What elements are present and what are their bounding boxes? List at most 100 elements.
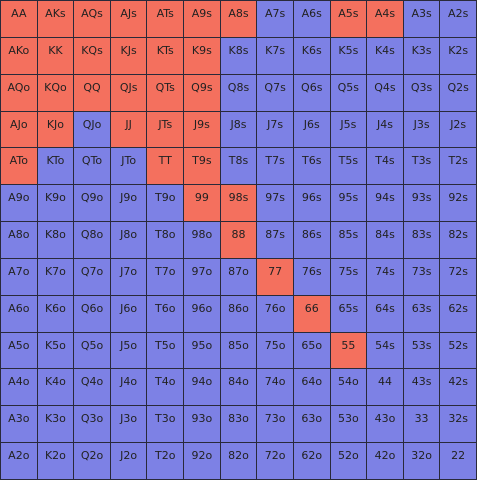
hand-cell: K6s xyxy=(293,37,331,75)
hand-cell: ATs xyxy=(147,1,185,38)
hand-cell: Q5o xyxy=(74,332,111,370)
hand-cell: Q9s xyxy=(184,74,221,112)
hand-cell: 76o xyxy=(257,295,294,333)
hand-cell: A2s xyxy=(440,1,477,38)
hand-cell: K4o xyxy=(37,369,75,407)
hand-cell: A5s xyxy=(330,1,368,38)
hand-cell: 54s xyxy=(367,332,404,370)
hand-cell: AJo xyxy=(1,111,38,149)
hand-cell: Q6s xyxy=(293,74,331,112)
hand-cell: K5o xyxy=(37,332,75,370)
hand-cell: 92s xyxy=(440,185,477,223)
hand-cell: Q3s xyxy=(403,74,441,112)
hand-cell: Q7o xyxy=(74,258,111,296)
hand-cell: T5o xyxy=(147,332,185,370)
hand-cell: JTo xyxy=(110,148,148,186)
hand-cell: K4s xyxy=(367,37,404,75)
hand-cell: 62o xyxy=(293,443,331,480)
hand-cell: 96s xyxy=(293,185,331,223)
hand-cell: 96o xyxy=(184,295,221,333)
hand-cell: 73s xyxy=(403,258,441,296)
hand-cell: Q4s xyxy=(367,74,404,112)
hand-cell: 87o xyxy=(220,258,258,296)
hand-cell: A7s xyxy=(257,1,294,38)
hand-cell: 87s xyxy=(257,222,294,259)
hand-cell: K7o xyxy=(37,258,75,296)
hand-cell: 74o xyxy=(257,369,294,407)
hand-cell: 63o xyxy=(293,406,331,444)
hand-cell: AA xyxy=(1,1,38,38)
hand-cell: 93o xyxy=(184,406,221,444)
hand-cell: Q8s xyxy=(220,74,258,112)
hand-cell: A6s xyxy=(293,1,331,38)
hand-cell: QJs xyxy=(110,74,148,112)
hand-cell: J9o xyxy=(110,185,148,223)
hand-cell: 98s xyxy=(220,185,258,223)
hand-cell: T4s xyxy=(367,148,404,186)
hand-cell: 72s xyxy=(440,258,477,296)
hand-cell: 82o xyxy=(220,443,258,480)
hand-cell: K8o xyxy=(37,222,75,259)
hand-cell: AQo xyxy=(1,74,38,112)
hand-cell: 94s xyxy=(367,185,404,223)
hand-cell: TT xyxy=(147,148,185,186)
hand-cell: A4s xyxy=(367,1,404,38)
hand-cell: QTs xyxy=(147,74,185,112)
hand-cell: 65o xyxy=(293,332,331,370)
hand-cell: K8s xyxy=(220,37,258,75)
hand-cell: Q2o xyxy=(74,443,111,480)
hand-cell: 43o xyxy=(367,406,404,444)
hand-cell: 52o xyxy=(330,443,368,480)
hand-cell: A4o xyxy=(1,369,38,407)
hand-cell: 42s xyxy=(440,369,477,407)
hand-cell: 86s xyxy=(293,222,331,259)
hand-cell: Q9o xyxy=(74,185,111,223)
hand-cell: 73o xyxy=(257,406,294,444)
hand-cell: Q8o xyxy=(74,222,111,259)
hand-cell: 74s xyxy=(367,258,404,296)
hand-cell: AKo xyxy=(1,37,38,75)
hand-cell: K9s xyxy=(184,37,221,75)
hand-cell: 66 xyxy=(293,295,331,333)
hand-cell: Q4o xyxy=(74,369,111,407)
hand-cell: QTo xyxy=(74,148,111,186)
hand-cell: T7o xyxy=(147,258,185,296)
hand-cell: 82s xyxy=(440,222,477,259)
hand-cell: 83o xyxy=(220,406,258,444)
hand-cell: 64o xyxy=(293,369,331,407)
hand-cell: T7s xyxy=(257,148,294,186)
hand-cell: K2o xyxy=(37,443,75,480)
hand-cell: 62s xyxy=(440,295,477,333)
hand-cell: 85s xyxy=(330,222,368,259)
hand-cell: T9s xyxy=(184,148,221,186)
hand-cell: K3s xyxy=(403,37,441,75)
hand-cell: KTs xyxy=(147,37,185,75)
hand-cell: A2o xyxy=(1,443,38,480)
hand-cell: K9o xyxy=(37,185,75,223)
hand-cell: 84s xyxy=(367,222,404,259)
hand-cell: QJo xyxy=(74,111,111,149)
hand-cell: T3s xyxy=(403,148,441,186)
hand-cell: AJs xyxy=(110,1,148,38)
hand-cell: Q7s xyxy=(257,74,294,112)
hand-cell: A7o xyxy=(1,258,38,296)
hand-cell: A6o xyxy=(1,295,38,333)
hand-cell: T4o xyxy=(147,369,185,407)
hand-cell: 83s xyxy=(403,222,441,259)
hand-cell: A9s xyxy=(184,1,221,38)
hand-cell: 94o xyxy=(184,369,221,407)
hand-cell: 55 xyxy=(330,332,368,370)
hand-cell: J2o xyxy=(110,443,148,480)
hand-cell: 72o xyxy=(257,443,294,480)
hand-cell: 65s xyxy=(330,295,368,333)
hand-cell: 22 xyxy=(440,443,477,480)
hand-cell: KJs xyxy=(110,37,148,75)
hand-cell: T8o xyxy=(147,222,185,259)
hand-cell: J6s xyxy=(293,111,331,149)
hand-cell: 75s xyxy=(330,258,368,296)
hand-cell: Q6o xyxy=(74,295,111,333)
hand-cell: J4o xyxy=(110,369,148,407)
hand-cell: J6o xyxy=(110,295,148,333)
hand-cell: J3o xyxy=(110,406,148,444)
